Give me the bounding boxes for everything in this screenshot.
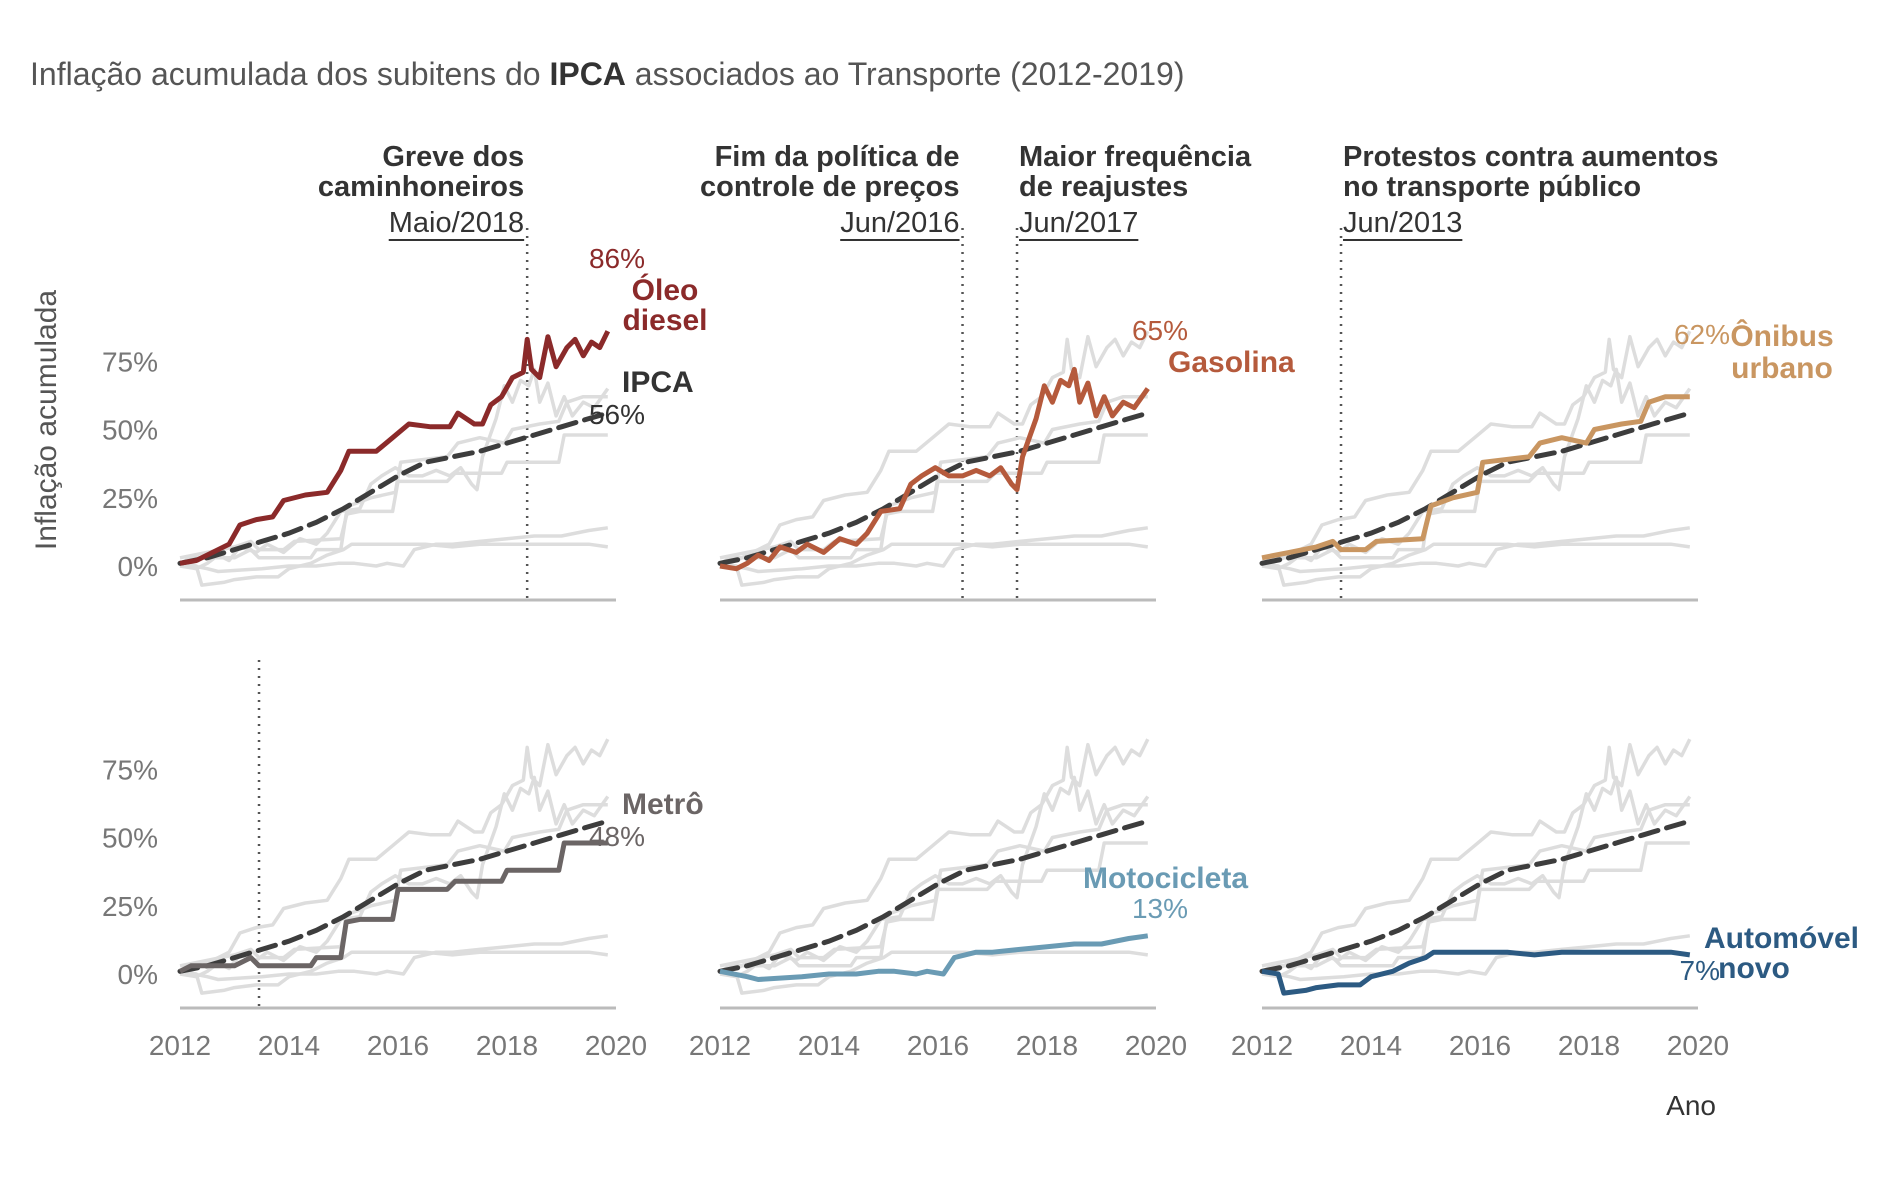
y-tick-label: 75% [102, 346, 158, 377]
x-tick-label: 2014 [798, 1030, 860, 1061]
context-series-line [719, 542, 1149, 587]
x-tick-label: 2020 [1667, 1030, 1729, 1061]
annotation-title: caminhoneiros [318, 171, 524, 203]
context-series-line [719, 526, 1149, 574]
x-tick-label: 2018 [476, 1030, 538, 1061]
series-value-label: 65% [1132, 315, 1188, 346]
series-name-label: Motocicleta [1083, 862, 1248, 895]
focus-series-line [719, 933, 1149, 982]
ipca-series-line [717, 410, 1151, 566]
context-series-line [179, 526, 609, 574]
context-series-line [1261, 934, 1691, 982]
annotation-title: de reajustes [1019, 171, 1188, 203]
annotation-title: no transporte público [1343, 171, 1641, 203]
series-value-label: 56% [589, 399, 645, 430]
context-series-line [719, 950, 1149, 995]
context-series-line [719, 738, 1150, 974]
x-tick-label: 2020 [585, 1030, 647, 1061]
series-name-label: Óleo [632, 273, 699, 307]
series-value-label: 7% [1680, 955, 1720, 986]
focus-series-line [1261, 394, 1690, 561]
focus-series-line [179, 330, 611, 566]
context-series-line [179, 542, 609, 587]
annotation-title: Greve dos [382, 141, 524, 173]
series-value-label: 48% [589, 821, 645, 852]
ipca-series-line [177, 410, 611, 566]
x-tick-label: 2016 [907, 1030, 969, 1061]
context-series-line [179, 433, 608, 565]
context-series-line [1261, 433, 1690, 565]
panel-6: 2012 2014 2016 2018 2020 [1231, 738, 1729, 1061]
context-series-line [719, 841, 1148, 973]
series-name-label: IPCA [622, 366, 694, 399]
x-tick-label: 2014 [258, 1030, 320, 1061]
x-tick-label: 2016 [1449, 1030, 1511, 1061]
series-name-label: Automóvel [1704, 922, 1859, 955]
series-value-label: 86% [589, 243, 645, 274]
context-series-line [1261, 841, 1690, 973]
series-name-label: Ônibus [1730, 319, 1833, 353]
context-series-line [179, 738, 610, 974]
series-name-label: diesel [622, 304, 707, 337]
annotation-title: Maior frequência [1019, 141, 1252, 173]
series-name-label: Gasolina [1168, 346, 1295, 379]
ipca-series-line [1259, 410, 1693, 566]
x-tick-label: 2016 [367, 1030, 429, 1061]
annotation-title: Fim da política de [715, 141, 960, 173]
series-name-label: novo [1718, 952, 1790, 985]
panel-5: 2012 2014 2016 2018 2020 [689, 738, 1187, 1061]
ipca-series-line [1259, 818, 1693, 974]
focus-series-line [1261, 949, 1691, 996]
x-tick-label: 2018 [1016, 1030, 1078, 1061]
x-axis-label: Ano [1666, 1090, 1716, 1121]
y-tick-label: 25% [102, 891, 158, 922]
ipca-series-line [717, 818, 1151, 974]
ipca-series-line [177, 818, 611, 974]
x-tick-label: 2018 [1558, 1030, 1620, 1061]
series-value-label: 13% [1132, 893, 1188, 924]
context-series-line [179, 950, 609, 995]
context-series-line [179, 367, 610, 571]
x-tick-label: 2012 [689, 1030, 751, 1061]
x-tick-label: 2012 [1231, 1030, 1293, 1061]
y-tick-label: 50% [102, 823, 158, 854]
focus-series-line [178, 840, 608, 974]
context-series-line [1261, 330, 1692, 566]
chart-title: Inflação acumulada dos subitens do IPCA … [30, 56, 1184, 92]
y-tick-label: 25% [102, 483, 158, 514]
context-series-line [179, 934, 609, 982]
x-tick-label: 2020 [1125, 1030, 1187, 1061]
series-name-label: Metrô [622, 788, 704, 821]
annotation-date: Jun/2016 [840, 207, 959, 239]
annotation-title: Protestos contra aumentos [1343, 141, 1718, 173]
annotation-date: Jun/2017 [1019, 207, 1138, 239]
context-series-line [1261, 738, 1692, 974]
x-tick-label: 2012 [149, 1030, 211, 1061]
focus-series-line [719, 366, 1150, 572]
context-series-line [1261, 526, 1691, 574]
y-tick-label: 0% [118, 959, 158, 990]
annotation-date: Maio/2018 [389, 207, 524, 239]
series-name-label: urbano [1731, 352, 1833, 385]
context-series-line [1261, 542, 1691, 587]
panel-4: 0% 25% 50% 75% 2012 2014 2016 2018 2020 [102, 660, 647, 1061]
y-axis-label: Inflação acumulada [30, 290, 63, 550]
context-series-line [719, 330, 1150, 566]
y-tick-label: 0% [118, 551, 158, 582]
context-series-line [1261, 367, 1692, 571]
series-value-label: 62% [1674, 319, 1730, 350]
y-tick-label: 75% [102, 754, 158, 785]
annotation-date: Jun/2013 [1343, 207, 1462, 239]
annotation-title: controle de preços [700, 171, 959, 203]
y-tick-label: 50% [102, 415, 158, 446]
context-series-line [179, 775, 610, 979]
context-series-line [1261, 775, 1692, 979]
x-tick-label: 2014 [1340, 1030, 1402, 1061]
